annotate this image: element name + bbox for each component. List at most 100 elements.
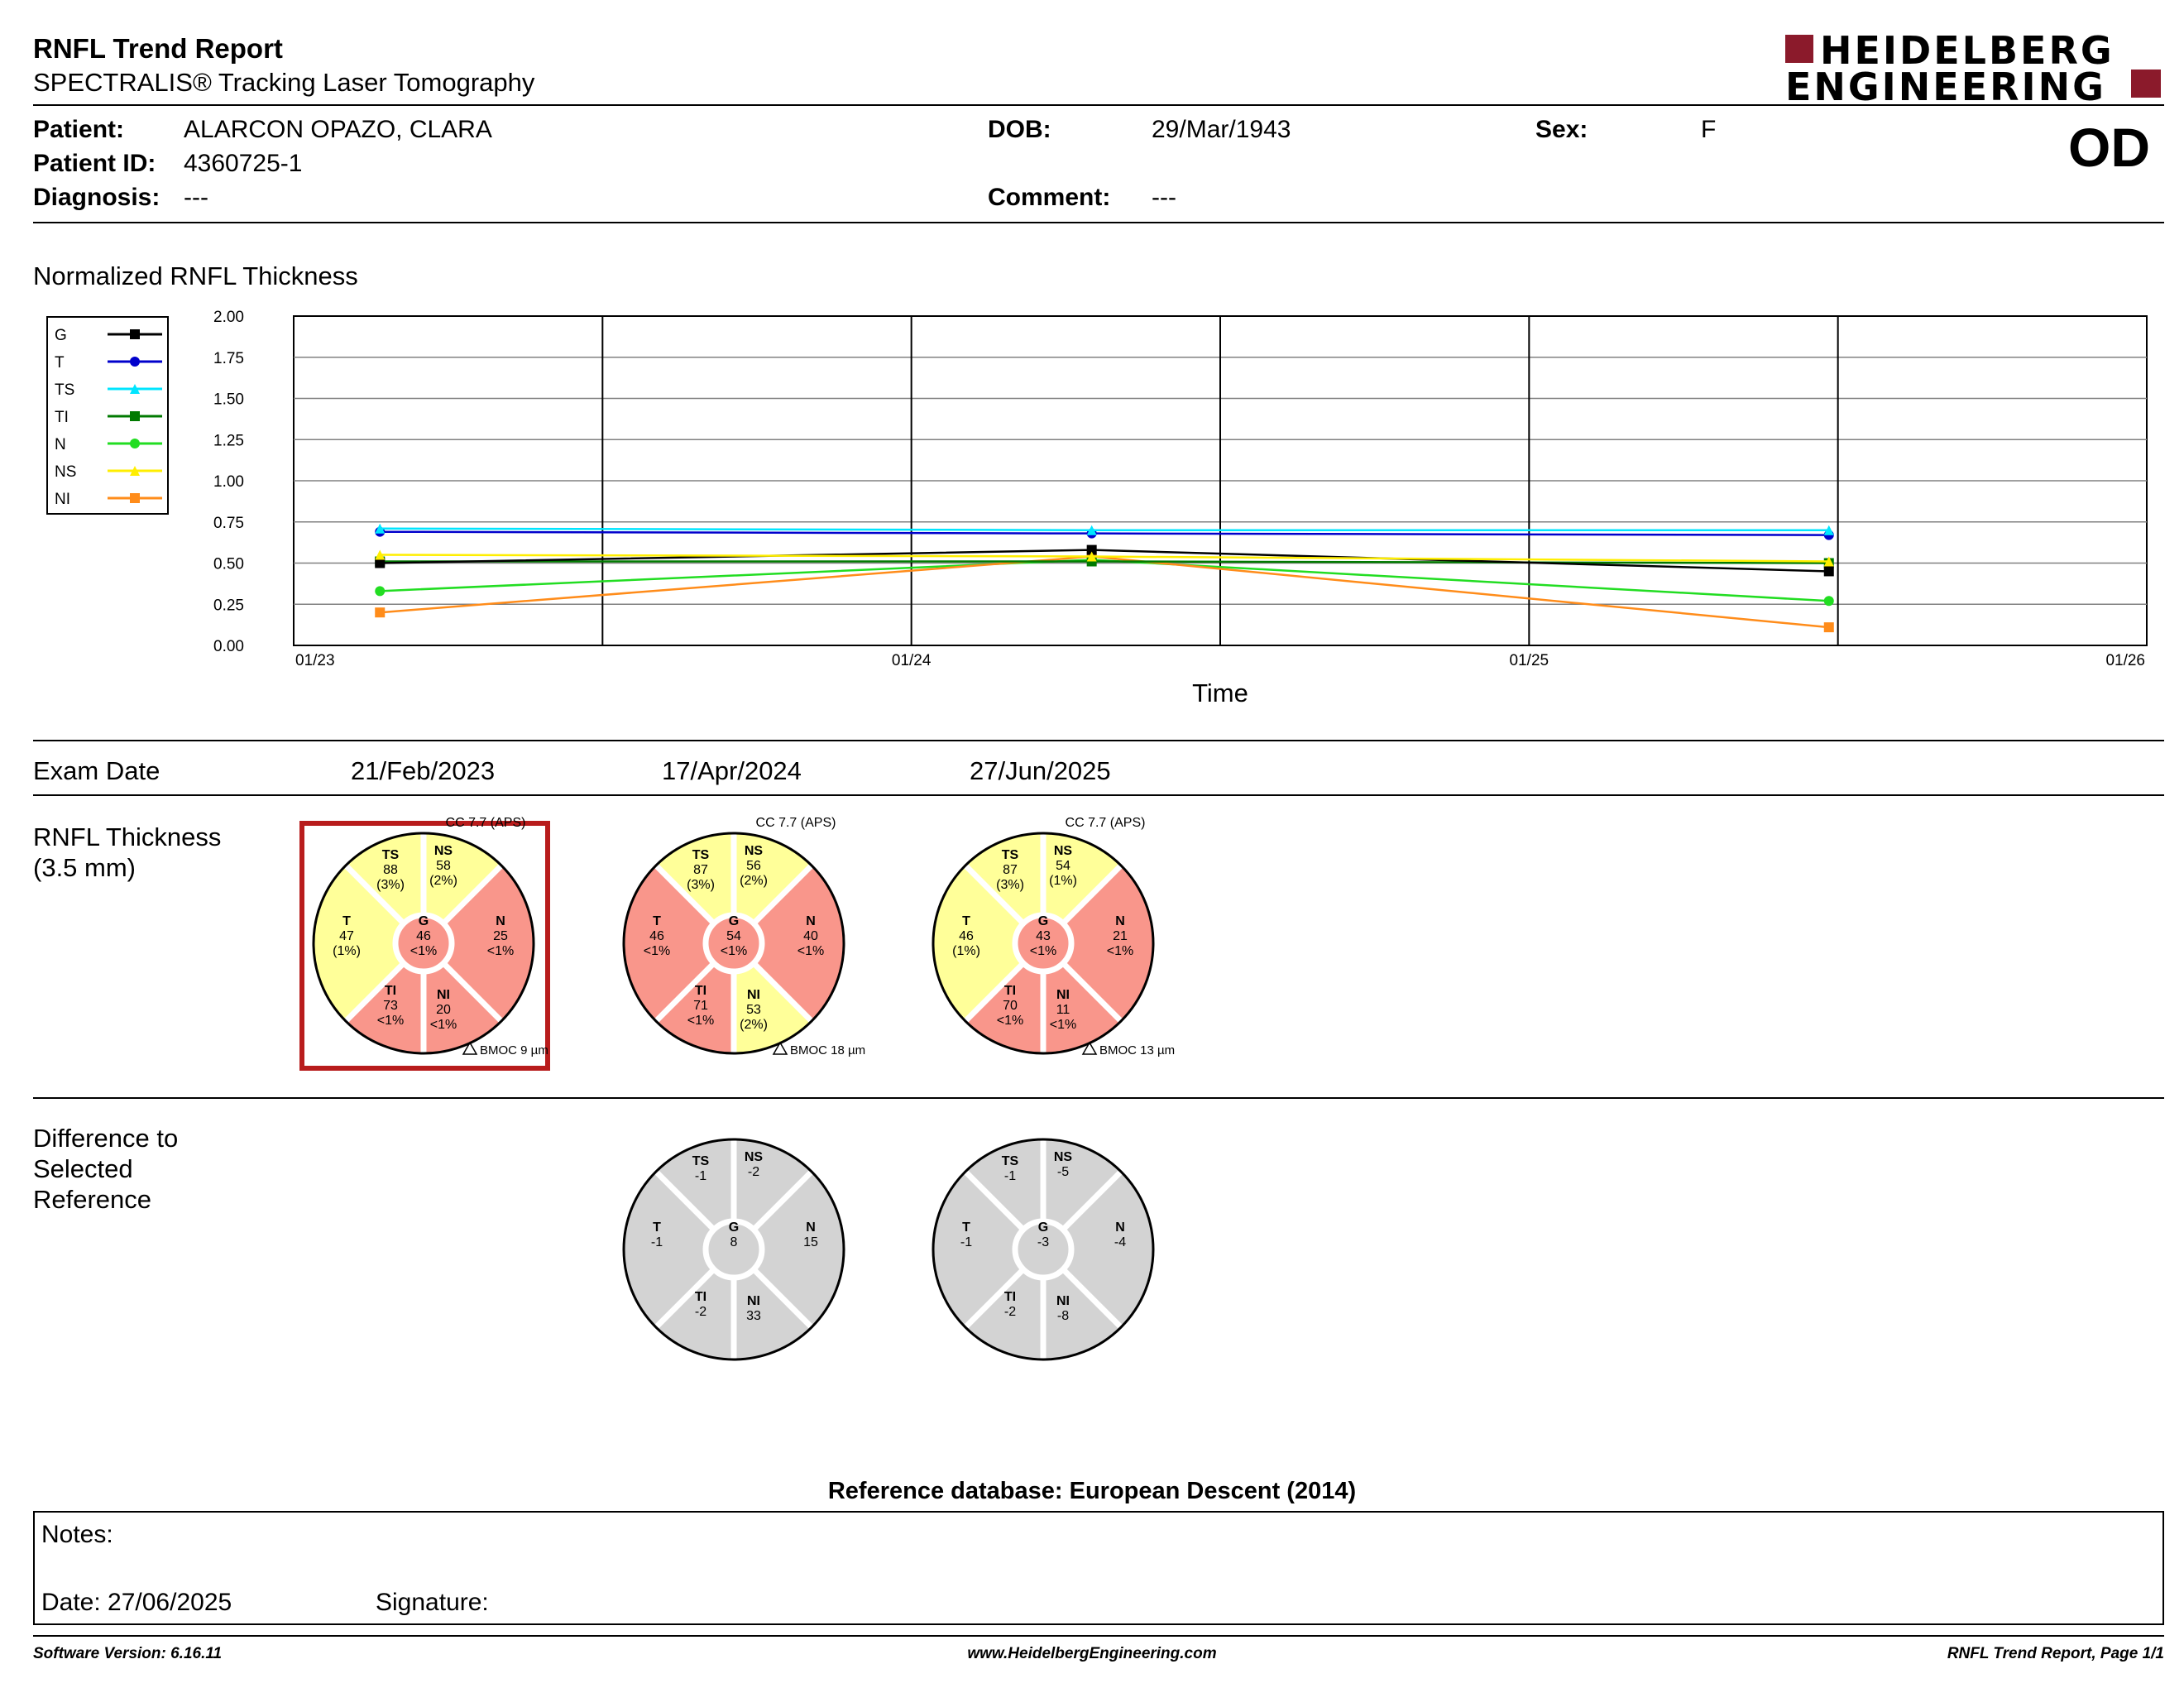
sector-divider	[1061, 1169, 1123, 1232]
y-tick-label: 0.50	[213, 556, 244, 573]
logo-line-2: ENGINEERING	[1785, 65, 2106, 109]
sector-text-n: <1%	[1107, 944, 1133, 958]
software-version: Software Version: 6.16.11	[33, 1645, 223, 1662]
sector-t	[624, 865, 734, 1022]
sector-divider	[963, 961, 1026, 1024]
sector-text-ts: 87	[693, 863, 708, 877]
sector-text-ti: 70	[1003, 999, 1018, 1013]
sector-text-t: T	[653, 914, 661, 928]
y-tick-label: 0.75	[213, 515, 244, 532]
circle-outline	[932, 832, 1155, 1055]
sector-text-ti: TI	[385, 984, 396, 998]
sector-text-ni: -8	[1057, 1309, 1069, 1323]
sector-g	[1012, 1218, 1075, 1281]
sector-text-ti: TI	[695, 1290, 706, 1304]
sector-text-ns: NS	[745, 1150, 764, 1164]
sector-text-g: <1%	[721, 944, 747, 958]
sector-ns	[1043, 1139, 1122, 1249]
sector-text-t: -1	[651, 1235, 663, 1249]
sector-text-t: 46	[959, 929, 974, 943]
sector-text-t: (1%)	[333, 944, 361, 958]
legend-label-ts: TS	[55, 381, 74, 399]
sector-text-n: 25	[493, 929, 508, 943]
logo-line-1: HEIDELBERG	[1820, 28, 2115, 73]
rnfl-diameter-label: (3.5 mm)	[33, 853, 136, 882]
x-tick-label: 01/23	[295, 652, 335, 669]
sector-ns	[424, 833, 502, 943]
difference-label-3: Reference	[33, 1185, 152, 1214]
sector-text-g: G	[1038, 1220, 1048, 1235]
sector-text-ts: (3%)	[376, 878, 405, 892]
legend-label-ni: NI	[55, 491, 70, 508]
sector-t	[933, 1171, 1043, 1328]
sector-text-n: -4	[1114, 1235, 1126, 1249]
cc-label: CC 7.7 (APS)	[446, 816, 526, 830]
sector-text-t: T	[962, 914, 970, 928]
sector-text-ts: 87	[1003, 863, 1018, 877]
sector-ns	[734, 833, 812, 943]
sector-divider	[654, 863, 716, 926]
y-tick-label: 0.00	[213, 638, 244, 655]
patient-id: 4360725-1	[184, 150, 303, 177]
data-point-ns	[375, 549, 386, 560]
sector-text-ts: -1	[1004, 1169, 1016, 1183]
bmoc-label: BMOC 9 µm	[480, 1043, 548, 1057]
sector-ts	[965, 1139, 1043, 1249]
notes-label: Notes:	[41, 1521, 113, 1548]
diagnosis-label: Diagnosis:	[33, 184, 160, 211]
delta-icon	[462, 1041, 478, 1055]
sector-ti	[965, 1249, 1043, 1360]
circle-outline	[932, 1138, 1155, 1361]
sector-ni	[734, 943, 812, 1053]
data-point-n	[375, 586, 386, 597]
patient-label: Patient:	[33, 116, 125, 143]
x-tick-label: 01/24	[892, 652, 932, 669]
data-point-n	[1823, 596, 1834, 607]
y-tick-label: 1.25	[213, 432, 244, 449]
website-link[interactable]: www.HeidelbergEngineering.com	[967, 1645, 1217, 1662]
sector-ti	[345, 943, 424, 1053]
sector-divider	[751, 1267, 814, 1330]
sector-g	[702, 912, 765, 975]
cc-label: CC 7.7 (APS)	[1066, 816, 1146, 830]
report-subtitle: SPECTRALIS® Tracking Laser Tomography	[33, 68, 535, 97]
selected-reference-frame[interactable]	[299, 821, 550, 1071]
heidelberg-logo: HEIDELBERG ENGINEERING	[1779, 28, 2164, 109]
sector-divider	[751, 863, 814, 926]
exam-date-1: 21/Feb/2023	[351, 756, 496, 785]
sector-ts	[345, 833, 424, 943]
sector-text-n: 40	[803, 929, 818, 943]
sector-divider	[751, 961, 814, 1024]
y-tick-label: 2.00	[213, 309, 244, 326]
exam-date-2: 17/Apr/2024	[662, 756, 802, 785]
data-point-ni	[1823, 622, 1834, 633]
sector-ti	[655, 1249, 734, 1360]
sector-text-t: <1%	[644, 944, 670, 958]
sector-text-ti: TI	[1004, 984, 1016, 998]
sector-text-ts: -1	[695, 1169, 706, 1183]
notes-box[interactable]: Notes: Date: 27/06/2025 Signature:	[33, 1511, 2164, 1625]
sex-label: Sex:	[1535, 116, 1588, 143]
sector-g	[1012, 912, 1075, 975]
sector-ns	[734, 1139, 812, 1249]
sector-text-t: 47	[339, 929, 354, 943]
legend-label-ti: TI	[55, 409, 69, 426]
legend-marker-n	[130, 439, 140, 448]
sector-text-n: <1%	[797, 944, 824, 958]
sector-divider	[441, 961, 504, 1024]
sector-text-t: -1	[960, 1235, 972, 1249]
sector-text-t: T	[653, 1220, 661, 1235]
signature-label: Signature:	[376, 1589, 489, 1616]
sector-divider	[441, 863, 504, 926]
sector-text-ti: -2	[1004, 1305, 1016, 1319]
sector-text-ni: 20	[436, 1003, 451, 1017]
sector-text-ni: NI	[747, 1294, 760, 1308]
sector-divider	[963, 1267, 1026, 1330]
sector-divider	[343, 863, 406, 926]
sector-text-g: 46	[416, 929, 431, 943]
sector-text-g: 54	[726, 929, 741, 943]
sector-ts	[655, 1139, 734, 1249]
sector-text-ni: (2%)	[740, 1018, 768, 1032]
sector-text-ts: TS	[1002, 848, 1019, 862]
sector-text-ts: TS	[692, 1154, 710, 1168]
